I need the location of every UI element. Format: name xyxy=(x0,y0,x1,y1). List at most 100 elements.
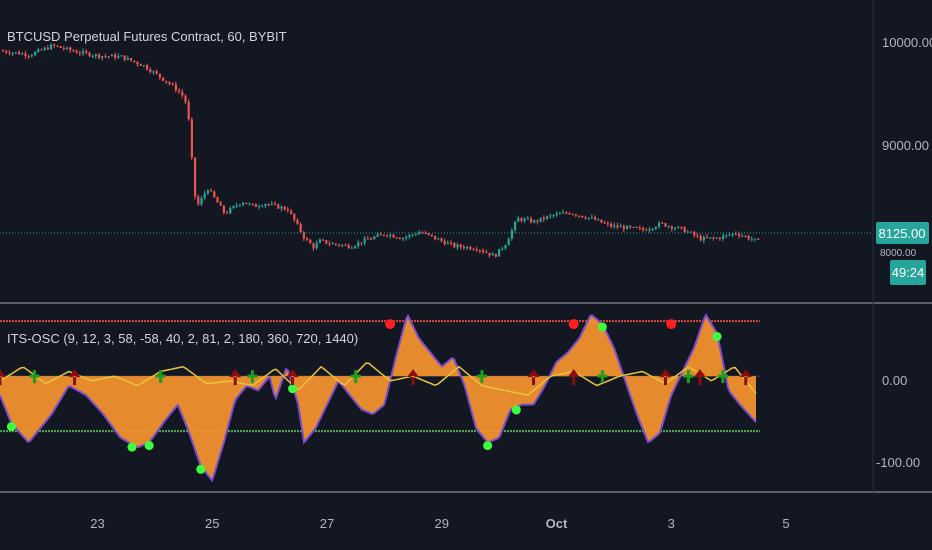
candle-body xyxy=(370,238,373,240)
candle-body xyxy=(53,44,56,46)
candle-body xyxy=(312,243,315,249)
candle-body xyxy=(226,212,229,214)
candle-body xyxy=(715,237,718,239)
candle-body xyxy=(750,239,753,241)
candle-body xyxy=(558,213,561,215)
current-price-label: 8125.00 xyxy=(879,226,926,241)
candle-body xyxy=(72,50,75,52)
candle-body xyxy=(178,90,181,92)
candle-body xyxy=(574,214,577,216)
candle-body xyxy=(488,252,491,256)
candle-body xyxy=(142,65,145,67)
candle-body xyxy=(546,216,549,220)
time-tick-label: 5 xyxy=(782,516,789,531)
candle-body xyxy=(286,209,289,211)
candle-body xyxy=(670,226,673,229)
candle-body xyxy=(219,202,222,206)
time-tick-label: Oct xyxy=(546,516,568,531)
candle-body xyxy=(357,242,360,247)
candle-body xyxy=(280,206,283,209)
candle-body xyxy=(373,236,376,239)
candle-body xyxy=(549,215,552,217)
candle-body xyxy=(267,204,270,206)
candle-body xyxy=(258,206,261,208)
candle-body xyxy=(82,51,85,54)
candle-body xyxy=(37,49,40,52)
candle-body xyxy=(274,203,277,205)
candle-body xyxy=(213,191,216,198)
candle-body xyxy=(296,220,299,225)
candle-body xyxy=(514,221,517,231)
candle-body xyxy=(485,252,488,254)
sell-arrow-marker xyxy=(68,369,81,386)
candle-body xyxy=(402,238,405,240)
candle-body xyxy=(437,238,440,240)
candle-body xyxy=(136,61,139,65)
candle-body xyxy=(248,203,251,205)
candle-body xyxy=(309,239,312,244)
candle-body xyxy=(210,190,213,192)
candle-body xyxy=(184,95,187,103)
oscillator-title: ITS-OSC (9, 12, 3, 58, -58, 40, 2, 81, 2… xyxy=(7,331,358,346)
sell-arrow-marker xyxy=(286,369,299,386)
candle-body xyxy=(600,219,603,223)
candle-body xyxy=(318,239,321,243)
candle-body xyxy=(581,215,584,218)
candle-body xyxy=(171,83,174,85)
candle-body xyxy=(206,190,209,194)
candle-body xyxy=(482,250,485,253)
bar-countdown: 49:24 xyxy=(892,265,925,280)
candle-body xyxy=(517,218,520,222)
candle-body xyxy=(110,54,113,57)
oscillator-line xyxy=(0,313,757,483)
trough-dot xyxy=(196,464,206,474)
price-pane[interactable] xyxy=(2,43,760,258)
candle-body xyxy=(75,51,78,53)
oscillator-pane[interactable] xyxy=(0,313,760,483)
candle-body xyxy=(638,227,641,229)
candle-body xyxy=(216,197,219,203)
candle-body xyxy=(507,238,510,246)
buy-cross-marker xyxy=(597,370,608,384)
candle-body xyxy=(478,250,481,252)
candle-body xyxy=(501,248,504,250)
candle-body xyxy=(754,238,757,240)
candle-body xyxy=(344,244,347,246)
candle-body xyxy=(11,52,14,54)
candle-body xyxy=(222,205,225,213)
candle-body xyxy=(162,77,165,81)
candle-body xyxy=(734,233,737,235)
candle-body xyxy=(306,238,309,240)
buy-cross-marker xyxy=(155,370,166,384)
trough-dot xyxy=(288,384,298,394)
candle-body xyxy=(165,80,168,83)
price-chart-title: BTCUSD Perpetual Futures Contract, 60, B… xyxy=(7,29,287,44)
current-price-badge[interactable] xyxy=(876,222,929,244)
candle-body xyxy=(331,243,334,245)
candle-body xyxy=(450,242,453,244)
candle-body xyxy=(146,65,149,70)
candle-body xyxy=(18,52,21,55)
candle-body xyxy=(2,50,5,52)
candle-body xyxy=(66,47,69,49)
candle-body xyxy=(315,242,318,249)
sell-arrow-marker xyxy=(693,369,706,386)
candle-body xyxy=(293,213,296,221)
candle-body xyxy=(251,203,254,205)
candle-body xyxy=(27,56,30,58)
candle-body xyxy=(741,235,744,237)
candle-body xyxy=(498,248,501,257)
candle-body xyxy=(648,229,651,231)
candle-body xyxy=(190,119,193,158)
candle-body xyxy=(168,82,171,84)
candle-body xyxy=(107,56,110,58)
candle-body xyxy=(731,233,734,235)
candle-body xyxy=(94,54,97,56)
candle-body xyxy=(552,215,555,217)
signal-line xyxy=(0,362,757,396)
time-axis[interactable]: 23 25 27 29 Oct 3 5 xyxy=(90,516,789,531)
time-tick-label: 23 xyxy=(90,516,104,531)
peak-dot xyxy=(666,319,677,330)
candle-body xyxy=(104,56,107,58)
